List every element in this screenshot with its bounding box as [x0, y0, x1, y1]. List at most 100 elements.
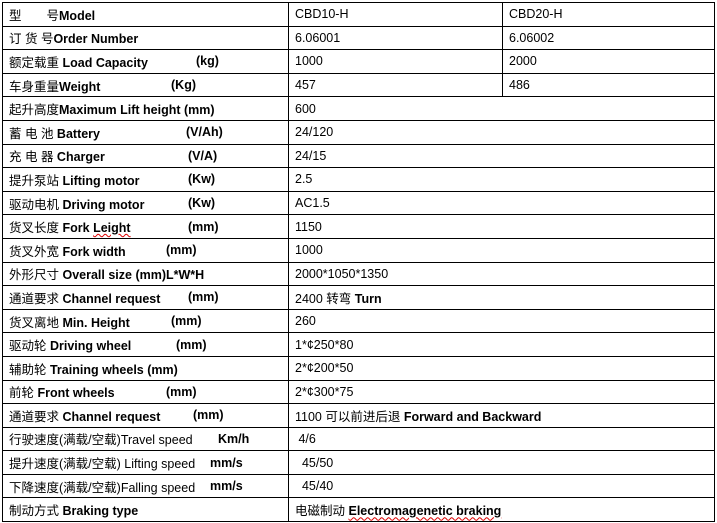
label-cn: 提升泵站: [9, 173, 60, 188]
label-en: Battery: [53, 126, 100, 141]
label-cn: 前轮: [9, 386, 35, 401]
value-en: Electromagenetic braking: [348, 504, 502, 519]
label-unit: mm/s: [210, 455, 243, 470]
label-cn: 驱动轮: [9, 339, 50, 354]
value-text: 1000: [295, 243, 323, 258]
value-cbd10: 457: [288, 72, 503, 98]
value-cbd20: 6.06002: [502, 25, 715, 51]
value-cbd10: 1000: [288, 49, 503, 74]
spec-label: 提升泵站 Lifting motor (Kw): [2, 167, 289, 192]
label-en: Fork Leight: [59, 221, 131, 236]
label-unit: (mm): [193, 408, 224, 423]
label-unit: (V/Ah): [186, 125, 223, 140]
value-shared: 2*¢300*75: [288, 379, 715, 405]
label-cn: 外形尺寸: [9, 268, 60, 283]
label-en: Training wheels (mm): [46, 362, 178, 377]
value-text: 486: [509, 78, 530, 93]
label-unit: (mm): [176, 337, 207, 352]
spec-label: 前轮 Front wheels (mm): [2, 379, 289, 405]
value-text: 457: [295, 78, 316, 93]
value-shared: AC1.5: [288, 190, 715, 216]
value-shared: 1000: [288, 237, 715, 263]
table-row: 驱动电机 Driving motor (Kw) AC1.5: [2, 190, 715, 216]
label-unit: (mm): [171, 314, 202, 329]
spec-label: 型 号Model: [2, 2, 289, 27]
value-shared: 24/120: [288, 119, 715, 145]
table-row: 型 号Model CBD10-H CBD20-H: [2, 2, 715, 27]
value-shared: 2000*1050*1350: [288, 261, 715, 287]
label-cn: 下降速度(满载/空载): [9, 480, 121, 495]
label-en: Driving motor: [59, 197, 145, 212]
value-cbd10: 6.06001: [288, 25, 503, 51]
value-en: Forward and Backward: [403, 409, 542, 424]
spec-label: 提升速度(满载/空载) Lifting speed mm/s: [2, 450, 289, 475]
table-row: 起升高度Maximum Lift height (mm) 600: [2, 96, 715, 121]
table-row: 提升速度(满载/空载) Lifting speed mm/s 45/50: [2, 450, 715, 475]
value-text: 2000: [509, 54, 537, 69]
label-cn: 提升速度(满载/空载): [9, 457, 121, 472]
spec-label: 外形尺寸 Overall size (mm)L*W*H: [2, 261, 289, 287]
value-shared: 45/40: [288, 473, 715, 499]
table-row: 蓄 电 池 Battery (V/Ah) 24/120: [2, 119, 715, 145]
value-text: 1150: [295, 219, 322, 234]
value-text: 600: [295, 101, 316, 116]
value-text: CBD20-H: [509, 7, 563, 22]
table-row: 行驶速度(满载/空载)Travel speed Km/h 4/6: [2, 426, 715, 452]
label-unit: (Kw): [188, 196, 216, 211]
table-row: 辅助轮 Training wheels (mm) 2*¢200*50: [2, 355, 715, 381]
label-unit: (mm): [188, 219, 219, 234]
label-en: Charger: [53, 150, 105, 165]
label-cn: 起升高度: [9, 103, 60, 118]
label-cn: 驱动电机: [9, 197, 60, 212]
value-text: 1000: [295, 54, 323, 69]
spec-label: 辅助轮 Training wheels (mm): [2, 355, 289, 381]
value-shared: 2400 转弯 Turn: [288, 285, 715, 310]
value-text: 45/50: [295, 455, 334, 470]
label-en: Maximum Lift height (mm): [59, 103, 215, 118]
table-row: 额定载重 Load Capacity (kg) 1000 2000: [2, 49, 715, 74]
value-shared: 600: [288, 96, 715, 121]
label-cn: 货叉外宽: [9, 244, 60, 259]
label-unit: (mm): [188, 290, 219, 305]
label-en: Falling speed: [120, 480, 196, 495]
label-cn: 型 号: [9, 8, 60, 23]
label-en: Channel request: [62, 409, 161, 424]
label-unit: (V/A): [188, 148, 218, 163]
value-shared: 2*¢200*50: [288, 355, 715, 381]
table-row: 订 货 号Order Number 6.06001 6.06002: [2, 25, 715, 51]
label-cn: 额定载重: [9, 55, 63, 70]
table-row: 提升泵站 Lifting motor (Kw) 2.5: [2, 167, 715, 192]
label-en: Channel request: [62, 291, 161, 306]
value-text: 2.5: [295, 172, 313, 187]
label-en: Braking type: [59, 504, 139, 519]
value-text: 电磁制动: [295, 504, 349, 519]
label-en: Weight: [59, 79, 101, 94]
label-en: Travel speed: [120, 433, 193, 448]
value-text: 4/6: [295, 431, 316, 446]
value-shared: 电磁制动 Electromagenetic braking: [288, 497, 715, 523]
label-cn: 辅助轮: [9, 362, 47, 377]
spec-label: 额定载重 Load Capacity (kg): [2, 49, 289, 74]
label-cn: 行驶速度(满载/空载): [9, 433, 121, 448]
value-text: AC1.5: [295, 196, 330, 211]
label-cn: 充 电 器: [9, 150, 54, 165]
value-text: 6.06002: [509, 30, 555, 45]
label-cn: 制动方式: [9, 504, 60, 519]
value-cbd20: 2000: [502, 49, 715, 74]
label-unit: (kg): [196, 54, 219, 69]
table-row: 通道要求 Channel request (mm) 2400 转弯 Turn: [2, 285, 715, 310]
label-unit: Km/h: [218, 431, 250, 446]
spec-label: 通道要求 Channel request (mm): [2, 285, 289, 310]
label-en: Lifting speed: [120, 457, 196, 472]
label-unit: (mm): [166, 384, 197, 399]
label-unit: mm/s: [210, 479, 243, 494]
value-shared: 1*¢250*80: [288, 332, 715, 357]
table-row: 下降速度(满载/空载)Falling speed mm/s 45/40: [2, 473, 715, 499]
table-row: 通道要求 Channel request (mm) 1100 可以前进后退 Forw…: [2, 403, 715, 428]
label-en: Overall size (mm)L*W*H: [59, 268, 205, 283]
spec-label: 驱动轮 Driving wheel (mm): [2, 332, 289, 357]
spec-label: 行驶速度(满载/空载)Travel speed Km/h: [2, 426, 289, 452]
value-text: 2400 转弯: [295, 291, 355, 306]
value-shared: 4/6: [288, 426, 715, 452]
